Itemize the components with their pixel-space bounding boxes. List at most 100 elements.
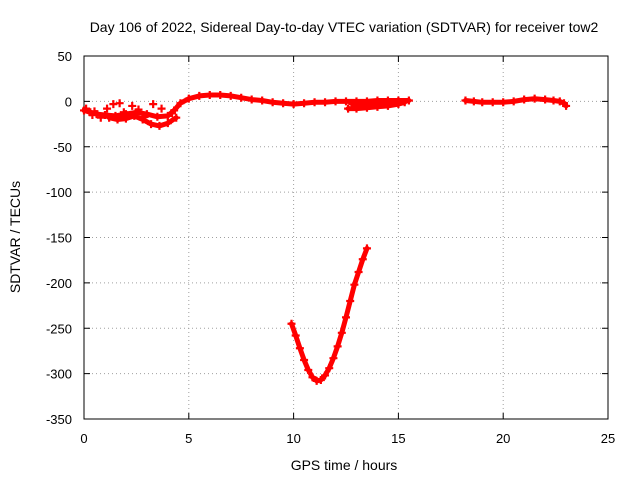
data-point	[105, 113, 114, 122]
data-point	[530, 94, 539, 103]
series-18-23h-trace	[461, 94, 571, 110]
data-point	[90, 107, 99, 116]
data-point	[117, 112, 126, 121]
data-point	[394, 100, 403, 109]
data-point	[354, 267, 363, 276]
data-point	[308, 373, 317, 382]
data-point	[469, 97, 478, 106]
data-point	[115, 99, 124, 108]
data-point	[348, 100, 357, 109]
data-points	[80, 91, 571, 385]
data-point	[153, 112, 162, 121]
data-point	[342, 97, 350, 106]
y-tick-label: 0	[65, 94, 72, 109]
data-point	[155, 121, 164, 130]
y-tick-label: -250	[46, 321, 72, 336]
data-point	[279, 99, 288, 108]
data-point	[304, 365, 313, 374]
data-point	[195, 91, 204, 100]
data-point	[184, 94, 193, 103]
data-point	[300, 356, 309, 365]
y-tick-label: -100	[46, 185, 72, 200]
data-point	[541, 95, 550, 104]
y-tick-label: -300	[46, 367, 72, 382]
data-point	[520, 95, 529, 104]
data-point	[205, 91, 214, 100]
data-point	[176, 99, 185, 108]
data-point	[478, 98, 487, 107]
data-point	[461, 96, 470, 105]
data-point	[149, 100, 158, 109]
x-tick-label: 5	[185, 431, 192, 446]
data-point	[128, 101, 137, 110]
data-point	[226, 91, 235, 100]
data-point	[172, 113, 181, 122]
data-point	[344, 104, 353, 113]
data-point	[362, 244, 371, 253]
x-tick-label: 10	[286, 431, 300, 446]
data-point	[369, 99, 378, 108]
data-point	[321, 98, 330, 107]
y-tick-label: -150	[46, 231, 72, 246]
gridlines	[84, 56, 608, 419]
data-point	[358, 255, 367, 264]
data-point	[147, 120, 156, 129]
data-point	[329, 354, 338, 363]
data-point	[168, 109, 177, 118]
data-point	[103, 104, 112, 113]
data-point	[400, 98, 409, 107]
axis-ticks: 0 5 10 15 20 25 50 0 -50 -100 -150 -200 -250 -300 -350	[46, 49, 615, 446]
data-point	[310, 98, 319, 107]
data-point	[258, 96, 267, 105]
series-12-16h-branch	[344, 98, 409, 113]
data-point	[350, 280, 359, 289]
x-tick-label: 0	[80, 431, 87, 446]
data-point	[289, 100, 298, 109]
data-point	[352, 104, 361, 113]
data-point	[337, 328, 346, 337]
data-point	[121, 114, 130, 123]
series-lower-branch	[105, 111, 181, 130]
data-point	[342, 313, 350, 322]
data-point	[555, 97, 564, 106]
data-point	[509, 97, 518, 106]
x-tick-label: 20	[496, 431, 510, 446]
data-point	[383, 101, 392, 110]
x-tick-label: 15	[391, 431, 405, 446]
data-point	[134, 105, 143, 114]
data-point	[113, 115, 122, 124]
y-tick-label: -50	[53, 140, 72, 155]
data-point	[157, 104, 166, 113]
data-point	[287, 319, 296, 328]
data-point	[333, 342, 342, 351]
data-point	[100, 110, 109, 119]
x-tick-label: 25	[601, 431, 615, 446]
y-axis-label: SDTVAR / TECUs	[7, 181, 23, 293]
series-scatter-0-4h	[82, 99, 177, 122]
data-point	[499, 98, 508, 107]
data-point	[300, 99, 309, 108]
data-point	[316, 375, 325, 384]
data-point	[163, 119, 172, 128]
data-point	[130, 111, 139, 120]
data-point	[373, 102, 382, 111]
data-point	[325, 364, 334, 373]
data-point	[390, 98, 399, 107]
data-point	[346, 297, 355, 306]
series-dip-10-14h	[287, 244, 371, 385]
data-point	[331, 97, 340, 106]
data-point	[216, 91, 225, 100]
data-point	[488, 98, 497, 107]
data-point	[237, 93, 246, 102]
x-axis-label: GPS time / hours	[291, 457, 398, 473]
data-point	[163, 111, 172, 120]
data-point	[247, 95, 256, 104]
data-point	[362, 103, 371, 112]
y-tick-label: -200	[46, 276, 72, 291]
data-point	[291, 331, 300, 340]
y-tick-label: 50	[58, 49, 72, 64]
chart-title: Day 106 of 2022, Sidereal Day-to-day VTE…	[90, 19, 599, 35]
data-point	[321, 371, 330, 380]
data-point	[140, 112, 149, 121]
